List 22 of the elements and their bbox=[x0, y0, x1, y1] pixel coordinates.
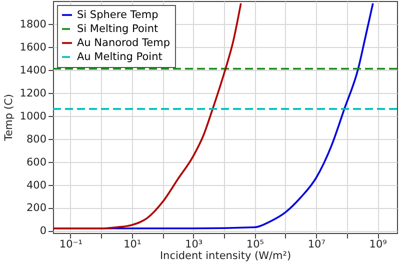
y-tick-label: 800 bbox=[26, 133, 46, 146]
x-tick-label: 10⁹ bbox=[369, 238, 387, 250]
y-axis-title: Temp (C) bbox=[2, 94, 15, 142]
x-tick-label: 10⁵ bbox=[246, 238, 264, 250]
y-tick-label: 0 bbox=[40, 225, 46, 238]
legend-label: Si Sphere Temp bbox=[77, 9, 159, 21]
x-tick-label: 10⁷ bbox=[308, 238, 326, 250]
y-tick-label: 200 bbox=[26, 202, 46, 214]
y-tick-label: 1000 bbox=[20, 110, 46, 122]
legend-label: Au Melting Point bbox=[77, 51, 162, 63]
y-tick-label: 1200 bbox=[20, 87, 46, 100]
x-tick-label: 10¹ bbox=[124, 238, 142, 250]
x-tick-label: 10⁻¹ bbox=[59, 238, 83, 250]
x-tick-label: 10³ bbox=[185, 238, 203, 250]
y-tick-label: 1800 bbox=[20, 18, 46, 30]
y-tick-label: 400 bbox=[26, 179, 46, 192]
legend-label: Si Melting Point bbox=[77, 23, 158, 35]
legend-label: Au Nanorod Temp bbox=[77, 37, 170, 49]
y-tick-label: 600 bbox=[26, 156, 46, 168]
y-tick-label: 1600 bbox=[20, 41, 46, 54]
x-axis-title: Incident intensity (W/m²) bbox=[160, 250, 292, 262]
y-tick-label: 1400 bbox=[20, 64, 46, 76]
